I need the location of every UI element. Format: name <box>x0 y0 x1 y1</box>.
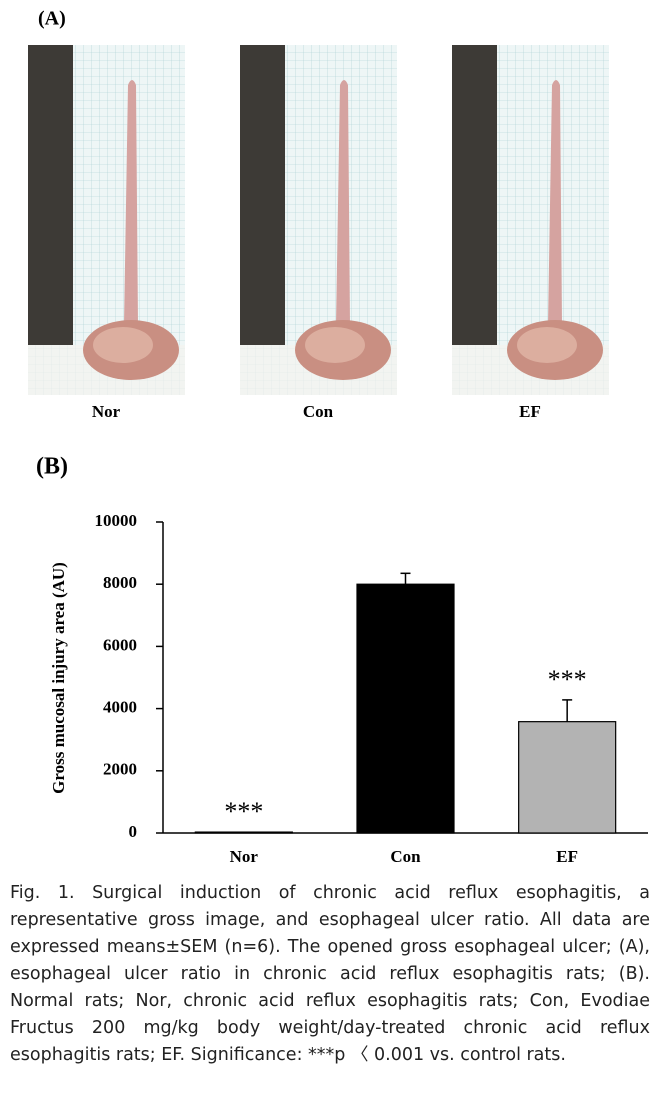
caption: Fig. 1. Surgical induction of chronic ac… <box>10 883 650 1065</box>
significance: *** <box>548 665 587 694</box>
y-axis-label: Gross mucosal injury area (AU) <box>49 562 68 794</box>
bar <box>518 721 617 834</box>
y-tick-label: 6000 <box>103 635 137 654</box>
y-tick-label: 0 <box>129 822 138 841</box>
x-tick-label: EF <box>556 847 578 866</box>
x-tick-label: Con <box>390 847 421 866</box>
y-tick-label: 8000 <box>103 573 137 592</box>
photo-label: Nor <box>92 402 121 421</box>
panel-label: (A) <box>38 8 66 30</box>
bar <box>194 831 293 834</box>
photo-label: EF <box>519 402 541 421</box>
significance: *** <box>224 797 263 826</box>
x-tick-label: Nor <box>230 847 259 866</box>
photo <box>28 45 185 395</box>
y-tick-label: 4000 <box>103 698 137 717</box>
photo <box>452 45 609 395</box>
photo <box>240 45 397 395</box>
photo-label: Con <box>303 402 334 421</box>
y-tick-label: 10000 <box>95 511 138 530</box>
panel-label: (B) <box>36 454 68 480</box>
bar <box>356 583 455 834</box>
figure: (A) Nor Con EF (B) Gross mucosal injury … <box>28 8 648 866</box>
y-tick-label: 2000 <box>103 760 137 779</box>
